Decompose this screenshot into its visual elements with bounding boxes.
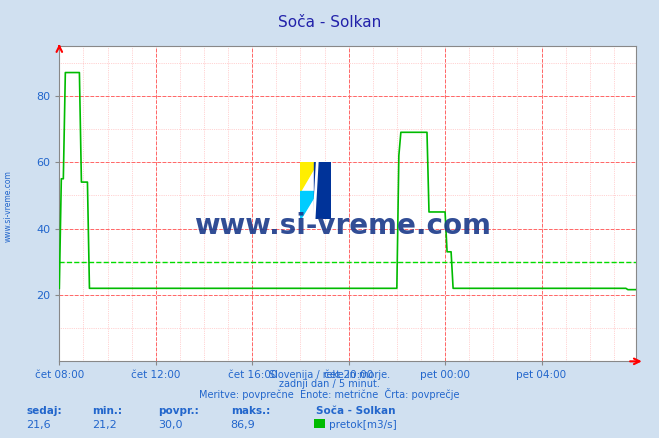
Text: sedaj:: sedaj: [26,406,62,417]
Text: pretok[m3/s]: pretok[m3/s] [330,420,397,430]
Text: Soča - Solkan: Soča - Solkan [278,15,381,30]
Text: 86,9: 86,9 [231,420,256,430]
Text: Meritve: povprečne  Enote: metrične  Črta: povprečje: Meritve: povprečne Enote: metrične Črta:… [199,388,460,399]
Polygon shape [300,191,317,219]
Text: Slovenija / reke in morje.: Slovenija / reke in morje. [269,370,390,380]
Text: 21,2: 21,2 [92,420,117,430]
Text: Soča - Solkan: Soča - Solkan [316,406,396,417]
Text: www.si-vreme.com: www.si-vreme.com [4,170,13,242]
Text: min.:: min.: [92,406,123,417]
Polygon shape [314,162,331,219]
Text: 21,6: 21,6 [26,420,51,430]
Text: maks.:: maks.: [231,406,270,417]
Text: zadnji dan / 5 minut.: zadnji dan / 5 minut. [279,379,380,389]
Text: www.si-vreme.com: www.si-vreme.com [194,212,491,240]
Polygon shape [300,162,317,191]
Text: 30,0: 30,0 [158,420,183,430]
Text: povpr.:: povpr.: [158,406,199,417]
